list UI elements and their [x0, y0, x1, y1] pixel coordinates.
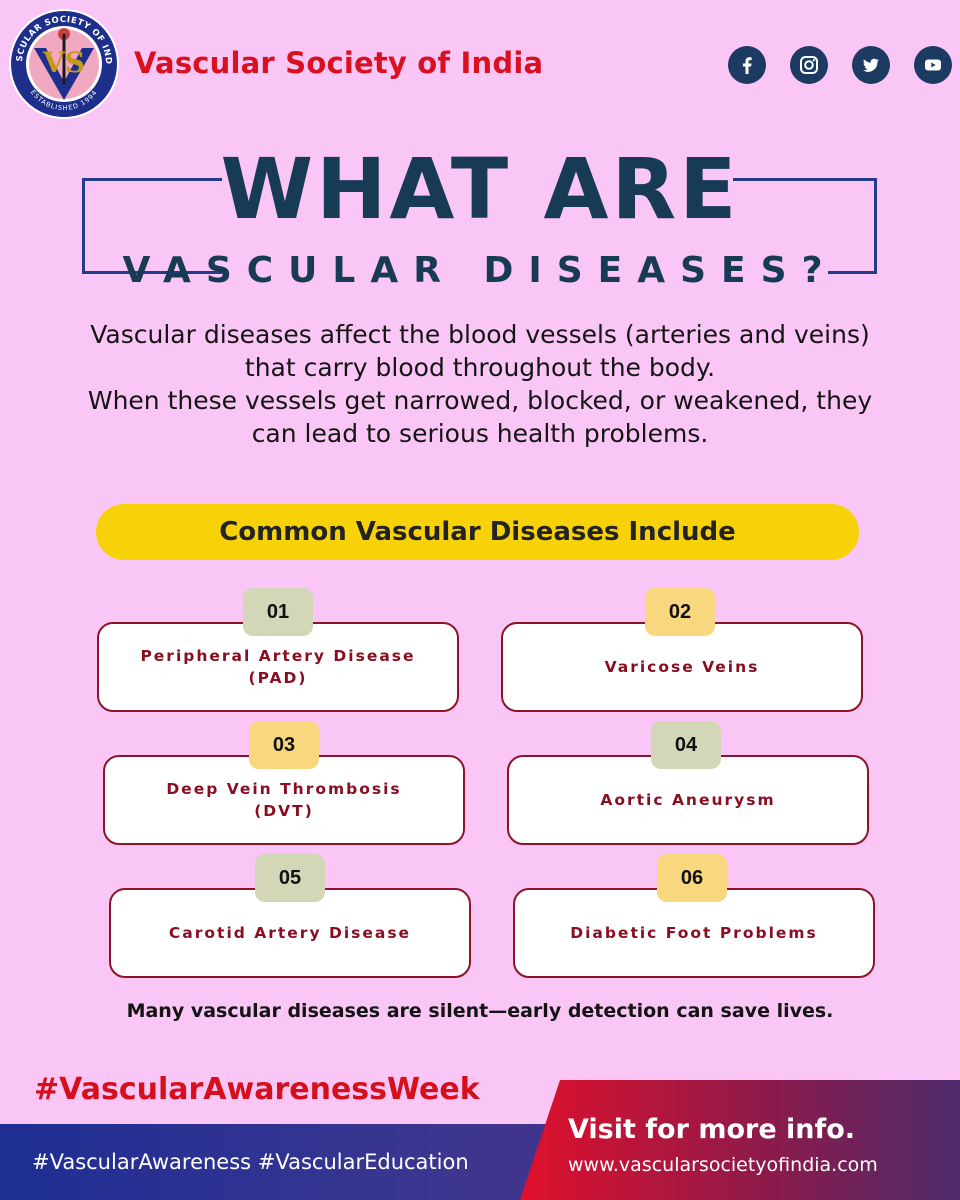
vsi-logo: VS VASCULAR SOCIETY OF INDIA ESTABLISHED…	[8, 8, 119, 119]
footer-wedge	[520, 1080, 960, 1200]
youtube-icon[interactable]	[914, 46, 952, 84]
page-subtitle: VASCULAR DISEASES?	[122, 250, 838, 291]
campaign-hashtag: #VascularAwarenessWeek	[34, 1072, 480, 1107]
disease-label: Deep Vein Thrombosis (DVT)	[166, 780, 402, 820]
disease-label: Varicose Veins	[604, 658, 760, 676]
disease-number-badge: 02	[645, 588, 715, 636]
twitter-icon[interactable]	[852, 46, 890, 84]
intro-line: When these vessels get narrowed, blocked…	[87, 386, 873, 415]
disease-number-badge: 04	[651, 721, 721, 769]
disease-label: Carotid Artery Disease	[168, 924, 412, 942]
disease-number-badge: 01	[243, 588, 313, 636]
disease-label: Peripheral Artery Disease (PAD)	[140, 647, 416, 687]
social-links	[728, 46, 952, 84]
disease-card-4: Aortic Aneurysm	[507, 755, 869, 845]
disease-number-badge: 06	[657, 854, 727, 902]
awareness-note: Many vascular diseases are silent—early …	[126, 1000, 834, 1022]
intro-line: that carry blood throughout the body.	[244, 353, 716, 382]
logo-monogram: VS	[42, 46, 85, 79]
disease-card-5: Carotid Artery Disease	[109, 888, 471, 978]
intro-line: Vascular diseases affect the blood vesse…	[90, 320, 870, 349]
footer-hashtags: #VascularAwareness #VascularEducation	[32, 1150, 469, 1174]
title-frame-left	[82, 178, 222, 274]
section-heading: Common Vascular Diseases Include	[96, 504, 859, 560]
disease-card-6: Diabetic Foot Problems	[513, 888, 875, 978]
disease-card-2: Varicose Veins	[501, 622, 863, 712]
disease-label: Diabetic Foot Problems	[570, 924, 818, 942]
disease-number-badge: 03	[249, 721, 319, 769]
disease-label: Aortic Aneurysm	[600, 791, 776, 809]
intro-line: can lead to serious health problems.	[251, 419, 709, 448]
title-frame-bottom-right	[828, 271, 877, 274]
website-link[interactable]: www.vascularsocietyofindia.com	[568, 1154, 878, 1176]
intro-text: Vascular diseases affect the blood vesse…	[60, 318, 900, 450]
instagram-icon[interactable]	[790, 46, 828, 84]
facebook-icon[interactable]	[728, 46, 766, 84]
title-frame-right	[733, 178, 877, 274]
disease-card-3: Deep Vein Thrombosis (DVT)	[103, 755, 465, 845]
org-name: Vascular Society of India	[134, 46, 544, 80]
visit-text: Visit for more info.	[568, 1114, 856, 1145]
disease-number-badge: 05	[255, 854, 325, 902]
page-title: WHAT ARE	[220, 140, 740, 238]
